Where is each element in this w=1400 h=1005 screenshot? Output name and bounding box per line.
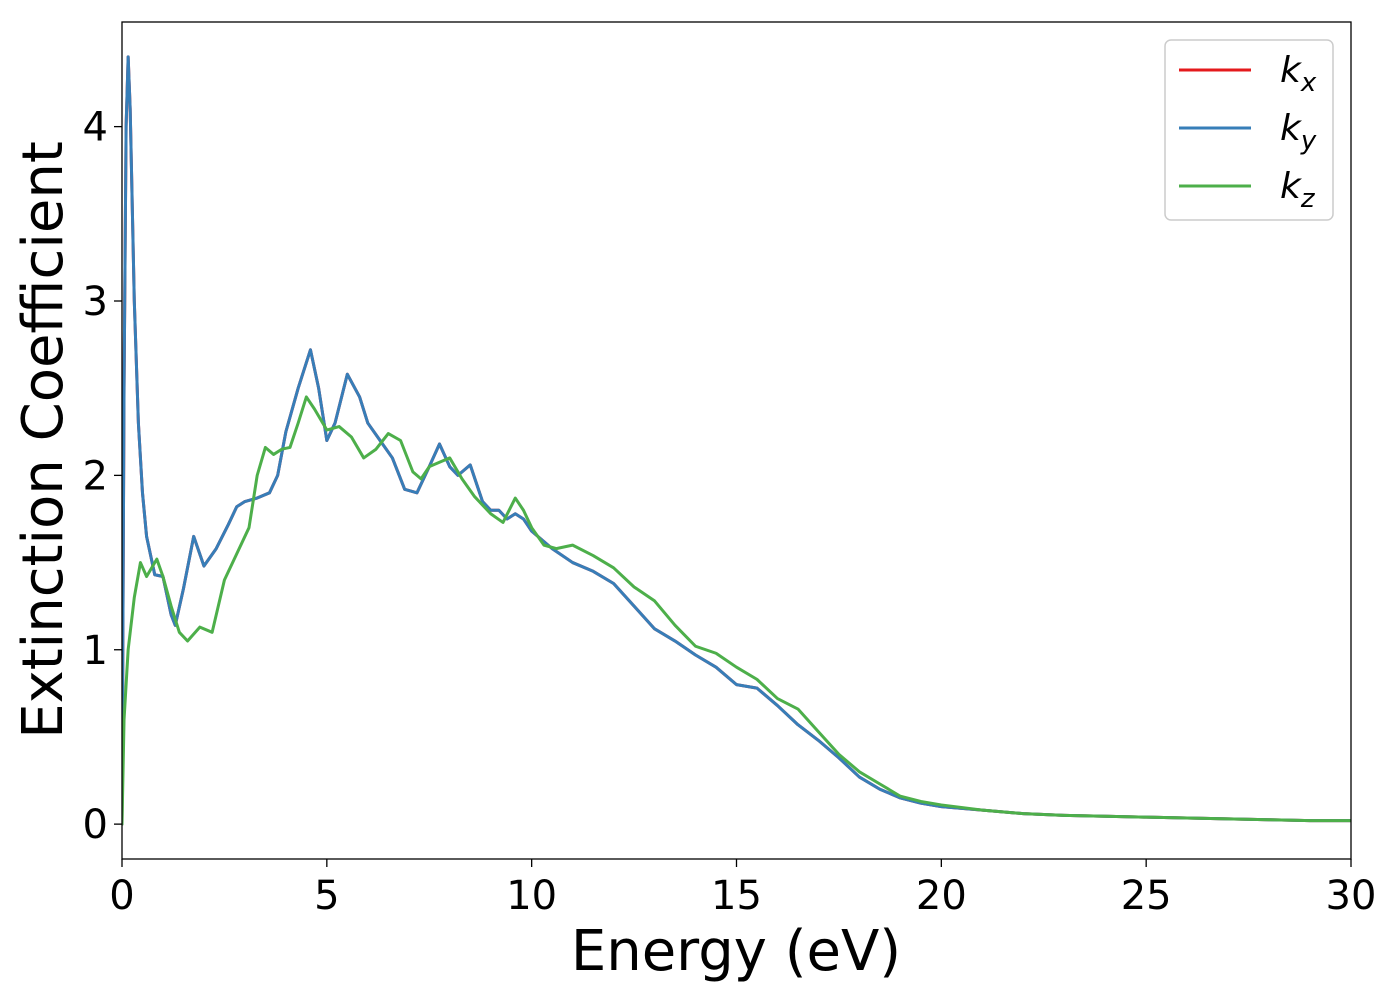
- legend-label-ky: ky: [1280, 108, 1317, 156]
- series-line-kz: [122, 395, 1351, 826]
- legend-label-kz: kz: [1280, 166, 1316, 214]
- x-tick-label: 30: [1326, 873, 1377, 919]
- y-tick-label: 1: [83, 628, 108, 674]
- x-tick-label: 15: [711, 873, 762, 919]
- x-axis-ticks: 0 5 10 15 20 25 30: [109, 859, 1376, 919]
- y-axis-label: Extinction Coefficient: [11, 141, 76, 739]
- x-tick-label: 0: [109, 873, 134, 919]
- x-axis-label: Energy (eV): [571, 919, 901, 984]
- series-layer: [122, 55, 1351, 826]
- x-tick-label: 20: [916, 873, 967, 919]
- y-tick-label: 3: [83, 279, 108, 325]
- legend: kx ky kz: [1164, 39, 1334, 221]
- y-tick-label: 4: [83, 105, 108, 151]
- x-tick-label: 10: [506, 873, 557, 919]
- y-tick-label: 0: [83, 802, 108, 848]
- series-line-ky: [122, 55, 1351, 826]
- x-tick-label: 5: [314, 873, 339, 919]
- legend-frame: [1164, 39, 1334, 221]
- y-tick-label: 2: [83, 453, 108, 499]
- y-axis-ticks: 0 1 2 3 4: [83, 105, 122, 848]
- x-tick-label: 25: [1121, 873, 1172, 919]
- legend-label-kx: kx: [1280, 50, 1317, 98]
